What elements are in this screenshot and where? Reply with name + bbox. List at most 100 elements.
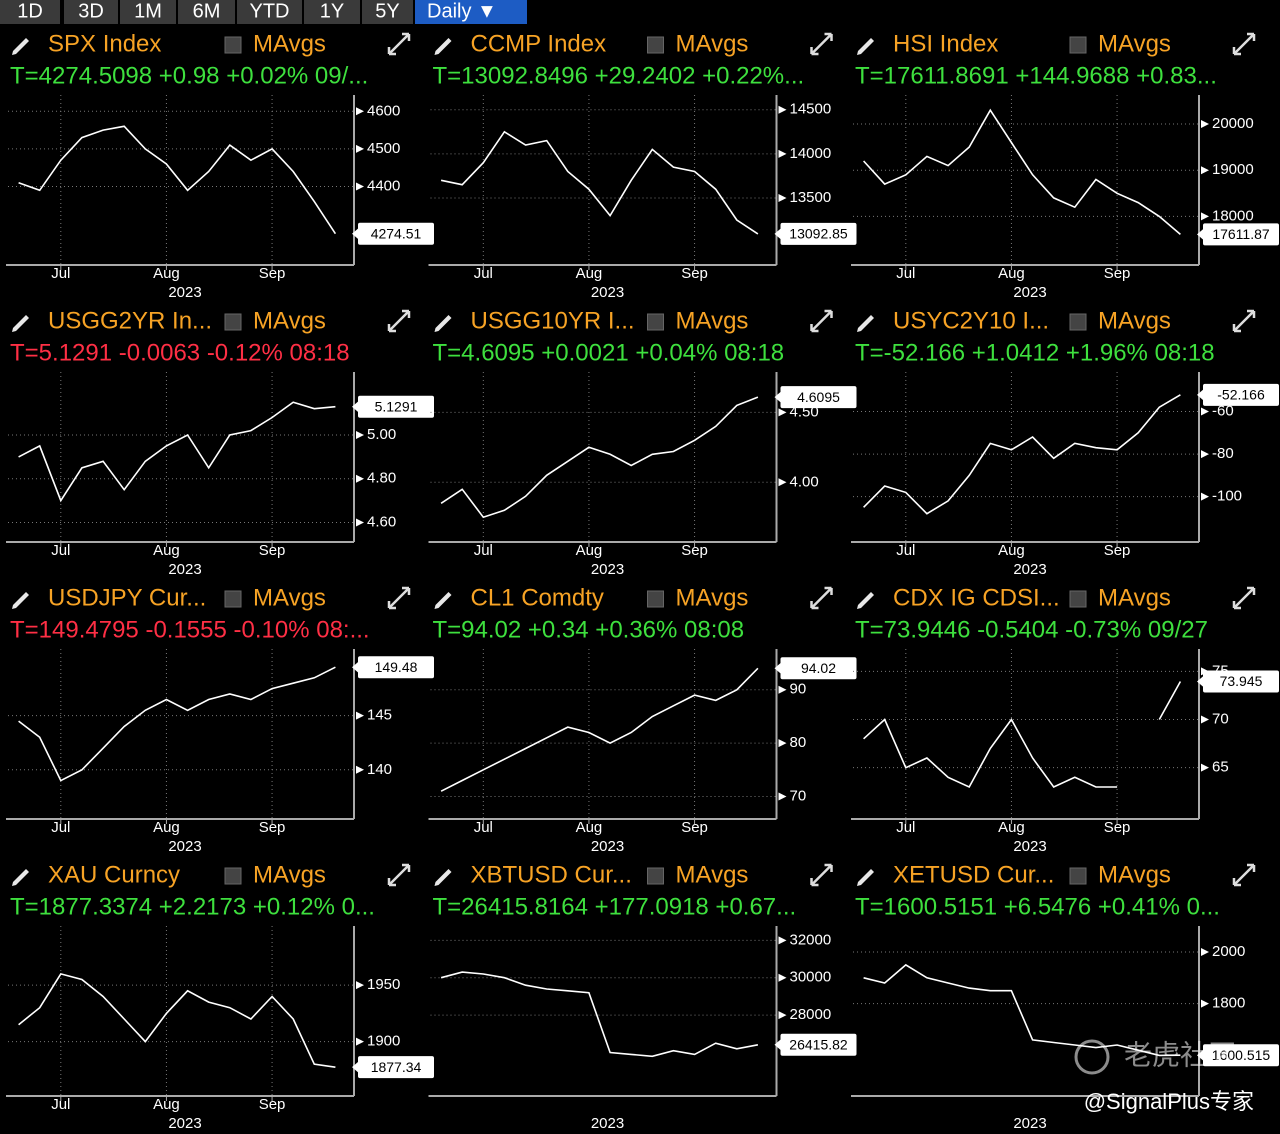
y-tick-mark [778,973,787,982]
mavgs-checkbox[interactable] [224,36,242,54]
chart-title: XETUSD Cur... [893,861,1054,888]
last-value-label: 26415.82 [789,1036,848,1052]
toolbar-button[interactable] [237,0,302,24]
x-tick-label: Aug [576,819,603,836]
watermark-handle: @SignalPlus专家 [1084,1089,1254,1114]
expand-icon[interactable] [810,32,833,56]
toolbar-button-label[interactable]: Daily ▼ [427,0,497,22]
toolbar-button[interactable] [304,0,360,24]
mavgs-checkbox[interactable] [1069,36,1087,54]
last-value-label: 17611.87 [1212,226,1270,242]
mavgs-checkbox[interactable] [647,867,664,885]
chart-title: SPX Index [48,30,161,57]
price-line [863,108,1181,236]
expand-icon[interactable] [387,586,411,610]
expand-icon[interactable] [387,309,411,333]
expand-icon[interactable] [810,863,833,887]
expand-icon[interactable] [387,863,411,887]
x-tick-label: Aug [153,265,180,282]
y-tick-mark [356,474,364,483]
quote: T=5.1291 -0.0063 -0.12% 08:18 [10,339,350,366]
chart-title: HSI Index [893,30,998,57]
x-year-label: 2023 [168,561,201,578]
toolbar-button-label[interactable]: 3D [78,0,104,22]
expand-icon[interactable] [1232,32,1256,56]
y-tick-label: 20000 [1212,115,1254,132]
toolbar-button[interactable] [120,0,176,24]
x-tick-label: Sep [1104,542,1131,559]
toolbar-button-label[interactable]: 5Y [375,0,399,22]
mavgs-checkbox[interactable] [224,590,242,608]
expand-icon[interactable] [810,586,833,610]
expand-icon[interactable] [387,32,411,56]
price-line [440,667,759,792]
y-tick-label: 1950 [367,976,400,993]
y-tick-label: 80 [790,734,807,751]
toolbar-button[interactable] [64,0,118,24]
toolbar-button[interactable] [362,0,413,24]
mavgs-checkbox[interactable] [1069,590,1087,608]
toolbar-button[interactable] [178,0,235,24]
mavgs-checkbox[interactable] [647,590,664,608]
mavgs-checkbox[interactable] [647,36,664,54]
y-tick-label: 19000 [1212,161,1254,178]
price-line [18,666,336,782]
x-tick-label: Sep [1104,265,1131,282]
y-tick-mark [356,144,364,153]
x-year-label: 2023 [591,1115,624,1132]
x-tick-label: Jul [51,819,70,836]
mavgs-checkbox[interactable] [647,313,664,331]
x-tick-label: Sep [259,265,286,282]
mavgs-checkbox[interactable] [1069,867,1087,885]
quote: T=1877.3374 +2.2173 +0.12% 0... [10,893,375,920]
last-value-pointer [352,227,359,240]
expand-icon[interactable] [810,309,833,333]
price-line [863,394,1181,515]
toolbar-button-label[interactable]: 1M [134,0,162,22]
y-tick-mark [1201,715,1209,724]
last-value-pointer [774,1038,782,1051]
y-tick-mark [778,739,787,748]
toolbar-button-label[interactable]: 6M [193,0,221,22]
mavgs-label: MAvgs [253,307,326,334]
pencil-icon [857,315,874,332]
last-value-box [780,657,857,680]
mavgs-checkbox[interactable] [1069,313,1087,331]
mavgs-label: MAvgs [676,307,749,334]
mavgs-label: MAvgs [253,584,326,611]
mavgs-checkbox[interactable] [224,313,242,331]
last-value-label: 4.6095 [797,389,840,405]
toolbar-button-label[interactable]: YTD [250,0,290,22]
x-tick-label: Sep [259,1096,286,1113]
pencil-icon [434,315,452,332]
pencil-icon [857,869,874,886]
y-tick-label: 4.80 [367,470,396,487]
pencil-icon [12,38,29,55]
x-tick-label: Jul [51,1096,70,1113]
mavgs-checkbox[interactable] [224,867,242,885]
expand-icon[interactable] [1232,586,1256,610]
expand-icon[interactable] [1232,309,1256,333]
y-tick-label: 30000 [790,969,832,986]
toolbar-button-label[interactable]: 1Y [320,0,344,22]
expand-icon[interactable] [1232,863,1256,887]
y-tick-label: 70 [1212,710,1229,727]
x-tick-label: Sep [681,265,708,282]
price-line [863,681,1182,789]
last-value-pointer [774,391,782,404]
y-tick-mark [778,792,787,801]
y-tick-label: 28000 [790,1006,832,1023]
x-year-label: 2023 [591,838,624,855]
y-tick-mark [1201,492,1209,501]
toolbar-button-label[interactable]: 1D [17,0,43,22]
x-year-label: 2023 [1013,561,1046,578]
toolbar-button[interactable] [0,0,60,24]
quote: T=149.4795 -0.1555 -0.10% 08:... [10,616,370,643]
chart-title: USGG2YR In... [48,307,212,334]
watermark-logo-text: 老虎社区 [1124,1039,1236,1070]
last-value-box [358,395,434,418]
last-value-label: 1600.515 [1212,1047,1271,1063]
last-value-box [1203,670,1279,693]
toolbar-button[interactable] [415,0,527,24]
x-tick-label: Aug [576,265,603,282]
